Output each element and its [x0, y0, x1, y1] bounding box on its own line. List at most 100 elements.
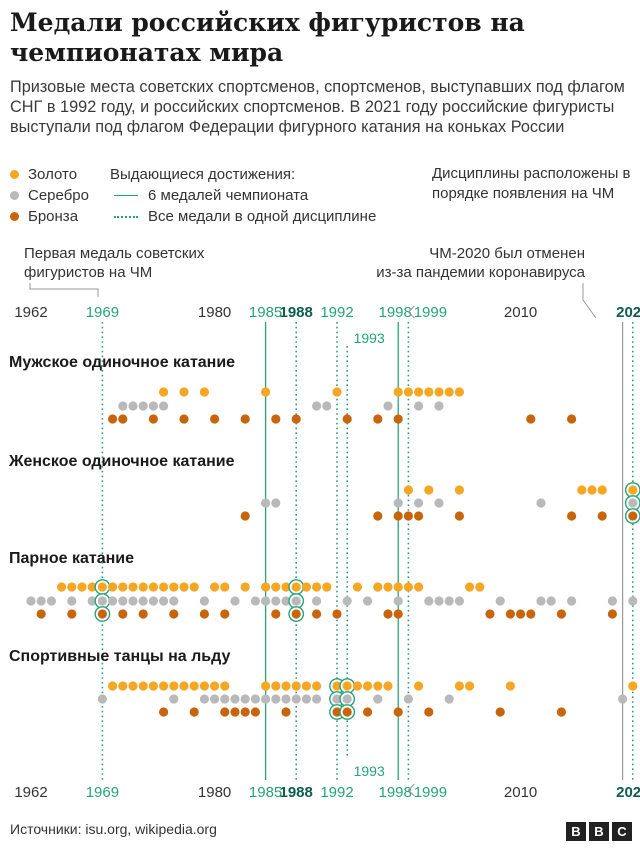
gold-medal-dot	[342, 681, 352, 691]
bronze-medal-dot	[393, 609, 403, 619]
silver-medal-dot	[414, 498, 424, 508]
bronze-medal-dot	[250, 707, 260, 717]
gold-medal-dot	[179, 582, 189, 592]
axis-tick-bottom-2010: 2010	[504, 784, 537, 801]
bronze-medal-dot	[485, 609, 495, 619]
silver-dot-icon	[10, 191, 19, 200]
silver-medal-dot	[322, 401, 332, 411]
bronze-medal-dot	[67, 609, 77, 619]
gold-medal-dot	[505, 681, 515, 691]
bronze-dot-icon	[10, 212, 19, 221]
gold-medal-dot	[189, 582, 199, 592]
silver-medal-dot	[424, 596, 434, 606]
gold-medal-dot	[454, 485, 464, 495]
gold-medal-dot	[67, 582, 77, 592]
silver-medal-dot	[444, 596, 454, 606]
silver-medal-dot	[444, 694, 454, 704]
gold-medal-dot	[210, 582, 220, 592]
gold-medal-dot	[97, 582, 107, 592]
gold-medal-dot	[271, 582, 281, 592]
gold-medal-dot	[57, 582, 67, 592]
silver-medal-dot	[199, 596, 209, 606]
silver-medal-dot	[332, 694, 342, 704]
bronze-medal-dot	[556, 707, 567, 717]
silver-medal-dot	[128, 596, 138, 606]
legend-achievements-title: Выдающиеся достижения:	[110, 166, 296, 183]
silver-medal-dot	[312, 694, 322, 704]
silver-medal-dot	[138, 401, 148, 411]
bronze-medal-dot	[332, 609, 342, 619]
silver-medal-dot	[271, 694, 281, 704]
bronze-medal-dot	[556, 609, 567, 619]
bronze-medal-dot	[393, 511, 403, 521]
gold-medal-dot	[128, 582, 138, 592]
discipline-label: Мужское одиночное катание	[9, 354, 235, 371]
sources-footer: Источники: isu.org, wikipedia.org	[10, 821, 217, 837]
gold-medal-dot	[77, 582, 87, 592]
silver-medal-dot	[546, 596, 556, 606]
silver-medal-dot	[159, 401, 169, 411]
gold-dot-icon	[10, 170, 19, 179]
axis-tick-bottom-1988: 1988	[280, 784, 313, 801]
silver-medal-dot	[373, 694, 383, 704]
gold-medal-dot	[281, 582, 291, 592]
silver-medal-dot	[536, 498, 546, 508]
gold-medal-dot	[434, 387, 444, 397]
gold-medal-dot	[220, 582, 230, 592]
annotation-first-medal-line2: фигуристов на ЧМ	[24, 264, 152, 281]
silver-medal-dot	[118, 596, 128, 606]
bbc-logo: B B C	[566, 822, 632, 841]
bronze-medal-dot	[159, 707, 169, 717]
bronze-medal-dot	[342, 414, 352, 424]
silver-medal-dot	[301, 694, 311, 704]
silver-medal-dot	[159, 596, 169, 606]
bbc-logo-letter: B	[566, 822, 586, 841]
gold-medal-dot	[240, 582, 250, 592]
gold-medal-dot	[383, 582, 393, 592]
annotation-2020-connector	[582, 283, 597, 319]
gold-medal-dot	[332, 387, 342, 397]
gold-medal-dot	[281, 681, 291, 691]
axis-tick-bottom-1998: 1998	[379, 784, 412, 801]
gold-medal-dot	[271, 681, 281, 691]
axis-tick-top-2021: 2021	[616, 304, 640, 321]
bronze-medal-dot	[526, 609, 536, 619]
silver-medal-dot	[240, 694, 250, 704]
gold-medal-dot	[352, 582, 362, 592]
bronze-medal-dot	[393, 707, 403, 717]
legend-all-medals: Все медали в одной дисциплине	[110, 206, 376, 227]
bronze-medal-dot	[332, 707, 342, 717]
gold-medal-dot	[261, 582, 271, 592]
silver-medal-dot	[118, 401, 128, 411]
axis-tick-bottom-1980: 1980	[198, 784, 231, 801]
gold-medal-dot	[424, 485, 434, 495]
silver-medal-dot	[87, 596, 97, 606]
silver-medal-dot	[291, 694, 301, 704]
silver-medal-dot	[67, 596, 77, 606]
silver-medal-dot	[281, 694, 291, 704]
silver-medal-dot	[271, 498, 281, 508]
bronze-medal-dot	[567, 511, 577, 521]
gold-medal-dot	[403, 485, 413, 495]
silver-medal-dot	[271, 596, 281, 606]
silver-medal-dot	[434, 401, 444, 411]
silver-medal-dot	[414, 401, 424, 411]
gold-medal-dot	[414, 582, 424, 592]
bronze-medal-dot	[118, 609, 128, 619]
gold-medal-dot	[138, 582, 148, 592]
gold-medal-dot	[159, 387, 169, 397]
silver-medal-dot	[454, 596, 464, 606]
silver-medal-dot	[393, 498, 403, 508]
bronze-medal-dot	[271, 414, 281, 424]
bronze-medal-dot	[108, 414, 118, 424]
silver-medal-dot	[26, 596, 36, 606]
bronze-medal-dot	[424, 707, 434, 717]
gold-medal-dot	[577, 485, 587, 495]
gold-medal-dot	[210, 681, 220, 691]
axis-label-1993-top: 1993	[354, 330, 385, 346]
bronze-medal-dot	[607, 609, 618, 619]
gold-medal-dot	[403, 582, 413, 592]
gold-medal-dot	[424, 387, 434, 397]
silver-medal-dot	[567, 596, 577, 606]
